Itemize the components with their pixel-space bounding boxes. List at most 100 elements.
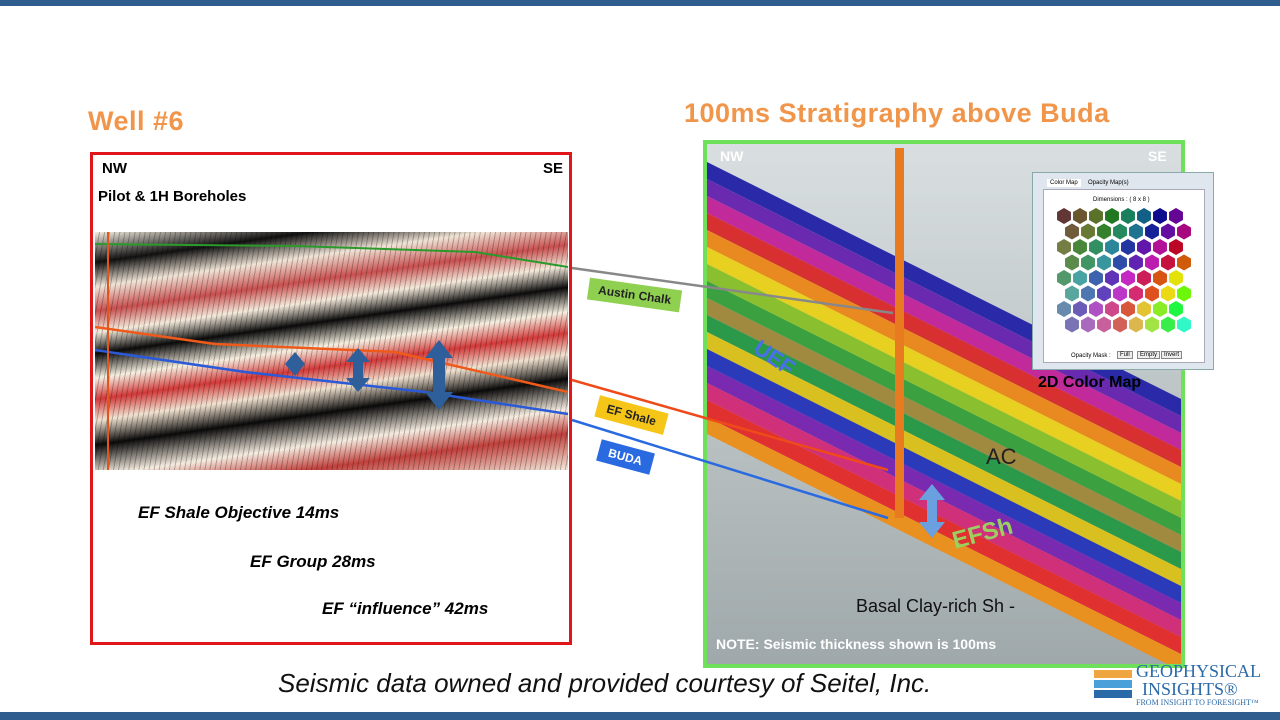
hex-cell [1152,269,1168,287]
thickness-marker [346,348,370,392]
hex-cell [1112,315,1128,334]
stratum [707,213,1181,467]
left-nw: NW [102,160,127,177]
hex-cell [1136,269,1152,287]
hex-cell [1056,238,1072,256]
hex-grid [1056,207,1192,334]
hex-cell [1080,253,1096,272]
hex-cell [1088,207,1104,225]
thickness-arrow [919,484,945,538]
logo: GEOPHYSICAL INSIGHTS® FROM INSIGHT TO FO… [1136,662,1261,708]
hex-cell [1064,222,1080,241]
stratum [707,400,1181,654]
hex-cell [1144,315,1160,334]
hex-cell [1176,253,1192,272]
color-map-widget: Color Map Opacity Map(s) Dimensions : ( … [1032,172,1214,370]
strata-bands [707,162,1181,664]
hex-cell [1160,222,1176,241]
hex-cell [1096,315,1112,334]
hex-cell [1072,300,1088,318]
hex-cell [1152,207,1168,225]
logo-line: INSIGHTS® [1142,679,1238,699]
right-note: NOTE: Seismic thickness shown is 100ms [716,636,997,652]
hex-cell [1056,269,1072,287]
button[interactable]: Invert [1161,351,1183,359]
hex-cell [1128,222,1144,241]
hex-cell [1096,284,1112,303]
hex-cell [1112,253,1128,272]
stratum [707,196,1181,450]
hex-cell [1104,269,1120,287]
logo-tagline: FROM INSIGHT TO FORESIGHT™ [1136,698,1259,707]
hex-cell [1168,238,1184,256]
hex-cell [1072,269,1088,287]
hex-cell [1144,222,1160,241]
stratum [707,281,1181,535]
tab[interactable]: Color Map [1047,179,1081,187]
hex-cell [1072,238,1088,256]
button[interactable]: Empty [1137,351,1161,359]
hex-cell [1160,284,1176,303]
hex-cell [1136,238,1152,256]
hex-cell [1104,207,1120,225]
hex-cell [1064,315,1080,334]
hex-cell [1144,284,1160,303]
hex-cell [1056,207,1072,225]
hex-cell [1128,253,1144,272]
label-ac: AC [986,444,1017,469]
hex-cell [1088,269,1104,287]
hex-cell [1120,238,1136,256]
hex-cell [1096,222,1112,241]
hex-cell [1120,300,1136,318]
label-basal: Basal Clay-rich Sh - [856,596,1016,616]
hex-cell [1064,253,1080,272]
well-pipe [895,148,904,518]
seismic-overlay [95,232,568,470]
stratum [707,332,1181,586]
hex-cell [1160,315,1176,334]
hex-cell [1136,300,1152,318]
logo-icon [1094,670,1132,698]
hex-cell [1136,207,1152,225]
opacity-label: Opacity Mask : [1071,353,1111,359]
hex-cell [1112,284,1128,303]
horizon-ef [95,325,568,394]
hex-cell [1080,315,1096,334]
hex-cell [1176,222,1192,241]
hex-cell [1144,253,1160,272]
tab[interactable]: Opacity Map(s) [1088,180,1129,186]
stratum [707,298,1181,552]
bottom-bar [0,712,1280,720]
hex-cell [1120,207,1136,225]
horizon-buda [95,348,568,416]
hex-cell [1112,222,1128,241]
hex-cell [1104,300,1120,318]
boreholes-label: Pilot & 1H Boreholes [98,188,247,205]
stratum [707,247,1181,501]
dimensions: Dimensions : ( 8 x 8 ) [1093,197,1150,203]
logo-line: GEOPHYSICAL [1136,661,1262,681]
hex-cell [1104,238,1120,256]
hex-cell [1072,207,1088,225]
seismic-section [95,232,568,470]
hex-cell [1056,300,1072,318]
right-se: SE [1148,148,1167,164]
hex-cell [1120,269,1136,287]
color-map-caption: 2D Color Map [1038,374,1142,391]
hex-cell [1080,284,1096,303]
connector-austin [571,266,894,315]
hex-cell [1176,284,1192,303]
button[interactable]: Full [1117,351,1133,359]
hex-cell [1152,238,1168,256]
note-influence: EF “influence” 42ms [322,599,489,618]
stratum [707,230,1181,484]
stratum [707,264,1181,518]
hex-cell [1096,253,1112,272]
horizon-austin [95,243,568,268]
right-nw: NW [720,148,744,164]
hex-cell [1152,300,1168,318]
hex-cell [1168,207,1184,225]
hex-cell [1168,300,1184,318]
